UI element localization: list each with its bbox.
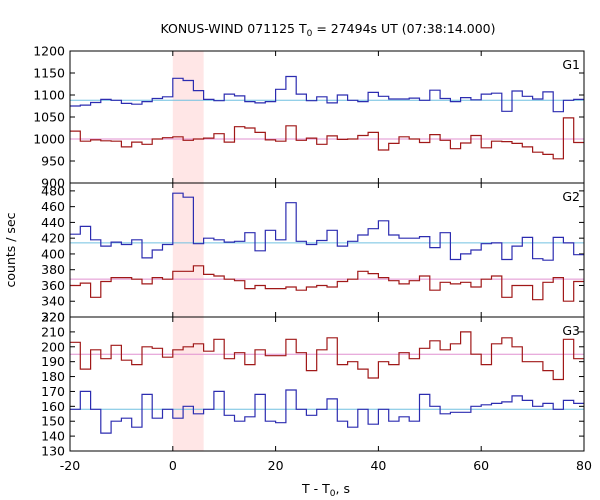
y-tick-label: 150 (41, 414, 65, 429)
series-b-step-line (70, 117, 584, 160)
panel-frame (69, 50, 585, 184)
panel-g1: 900 950 1000 1050 1100 1150 1200 G1 (33, 44, 585, 191)
x-tick-label: 0 (169, 458, 177, 473)
xlabel-rest: , s (336, 481, 350, 496)
y-tick-label: 140 (41, 429, 65, 444)
xlabel-sub: 0 (330, 489, 336, 499)
highlight-interval (172, 51, 204, 451)
y-tick-label: 400 (41, 246, 65, 261)
y-tick-label: 220 (41, 310, 65, 325)
y-tick-label: 420 (41, 231, 65, 246)
series-a-step-line (70, 192, 584, 261)
y-tick-label: 190 (41, 354, 65, 369)
x-tick-label: 40 (370, 458, 386, 473)
y-tick-label: 1100 (33, 88, 65, 103)
y-tick-label: 1150 (33, 66, 65, 81)
y-tick-label: 160 (41, 399, 65, 414)
y-axis-label: counts / sec (3, 212, 18, 287)
panel-label: G2 (562, 189, 580, 204)
panel-label: G3 (562, 323, 580, 338)
y-tick-label: 180 (41, 369, 65, 384)
plot-area: 900 950 1000 1050 1100 1150 1200 G1 320340360380… (33, 44, 592, 474)
series-a-step-line (70, 331, 584, 381)
y-tick-label: 900 (41, 176, 65, 191)
series-b-step-line (70, 389, 584, 434)
y-tick-label: 130 (41, 444, 65, 459)
y-tick-label: 480 (41, 183, 65, 198)
y-tick-label: 170 (41, 384, 65, 399)
y-tick-label: 460 (41, 199, 65, 214)
series-b-step-line (70, 265, 584, 302)
y-tick-label: 1200 (33, 44, 65, 59)
title-main: KONUS-WIND 071125 T (160, 21, 306, 36)
y-tick-label: 950 (41, 154, 65, 169)
xlabel-main: T - T (301, 481, 330, 496)
y-tick-label: 440 (41, 215, 65, 230)
y-tick-label: 200 (41, 339, 65, 354)
x-axis-label: T - T0, s (301, 481, 350, 499)
x-tick-label: -20 (60, 458, 80, 473)
x-tick-label: 60 (473, 458, 489, 473)
y-tick-label: 1000 (33, 132, 65, 147)
x-tick-label: 80 (576, 458, 592, 473)
chart-title: KONUS-WIND 071125 T0 = 27494s UT (07:38:… (160, 21, 495, 39)
series-a-step-line (70, 75, 584, 113)
y-tick-label: 380 (41, 262, 65, 277)
panel-label: G1 (562, 57, 580, 72)
y-tick-label: 360 (41, 278, 65, 293)
y-tick-label: 340 (41, 294, 65, 309)
title-rest: = 27494s UT (07:38:14.000) (312, 21, 495, 36)
x-tick-label: 20 (268, 458, 284, 473)
y-tick-label: 320 (41, 310, 65, 325)
y-tick-label: 210 (41, 324, 65, 339)
y-tick-label: 1050 (33, 110, 65, 125)
panel-frame (69, 316, 585, 452)
title-sub: 0 (307, 29, 313, 39)
